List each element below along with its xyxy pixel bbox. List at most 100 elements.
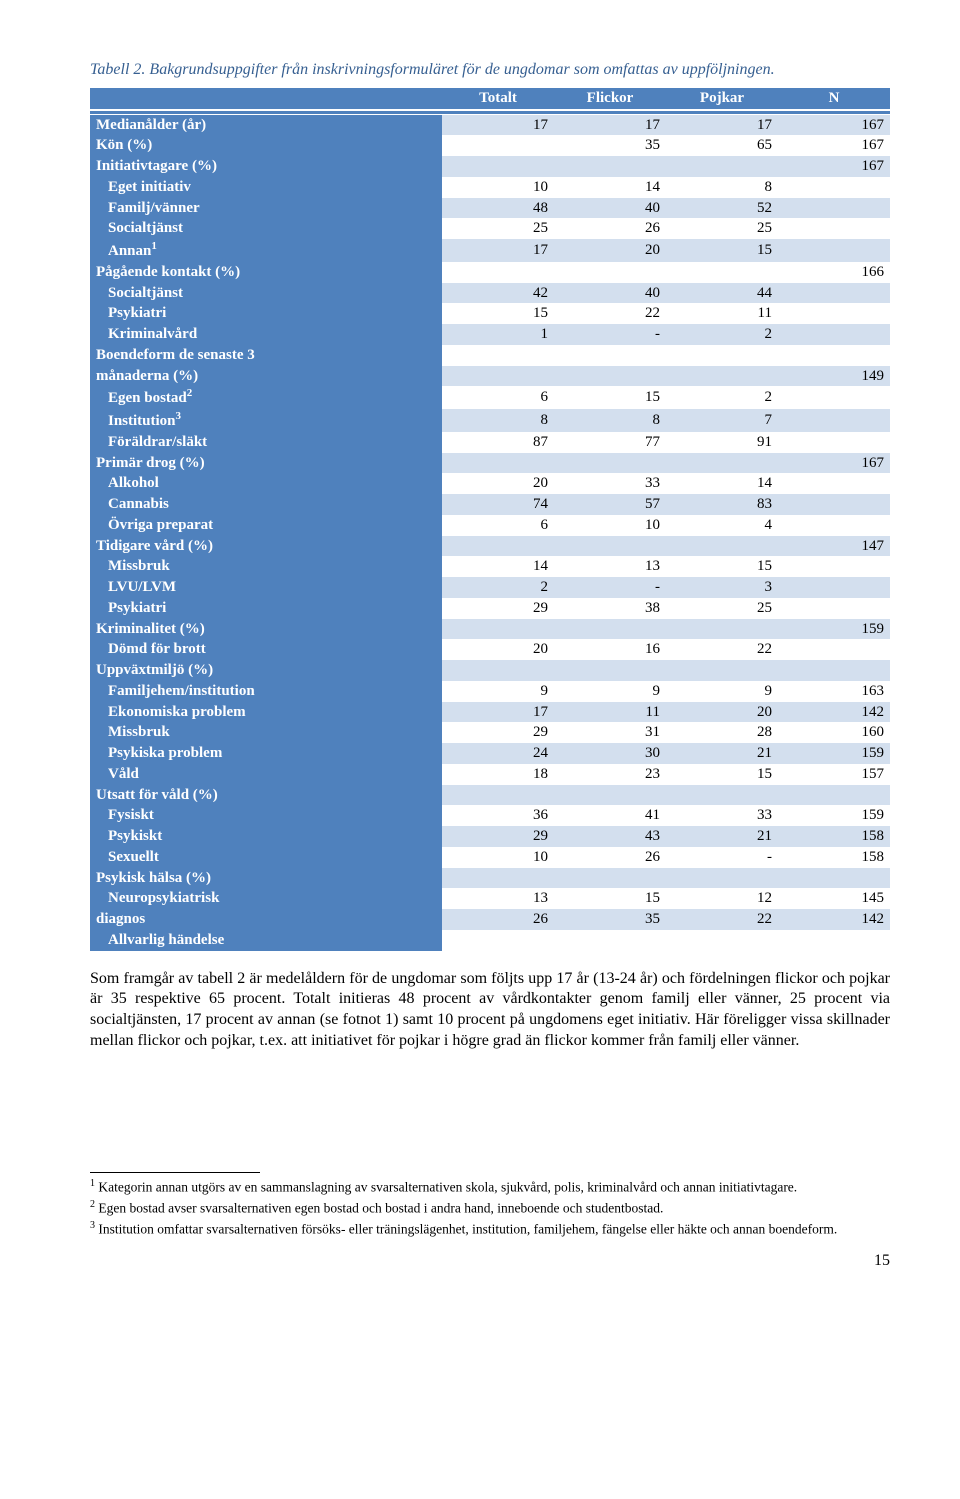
- row-label: Utsatt för våld (%): [90, 785, 442, 806]
- row-label: Psykiskt: [90, 826, 442, 847]
- table-row: Cannabis745783: [90, 494, 890, 515]
- cell: [554, 868, 666, 889]
- cell: [778, 660, 890, 681]
- table-caption: Tabell 2. Bakgrundsuppgifter från inskri…: [90, 60, 890, 81]
- table-row: Medianålder (år)171717167: [90, 114, 890, 135]
- cell: [442, 619, 554, 640]
- cell: 74: [442, 494, 554, 515]
- row-label: Psykisk hälsa (%): [90, 868, 442, 889]
- cell: 167: [778, 114, 890, 135]
- cell: 22: [666, 639, 778, 660]
- cell: 29: [442, 722, 554, 743]
- table-row: Familjehem/institution999163: [90, 681, 890, 702]
- row-label: Annan1: [90, 239, 442, 262]
- cell: 20: [442, 639, 554, 660]
- cell: 12: [666, 888, 778, 909]
- cell: 142: [778, 909, 890, 930]
- table-row: Uppväxtmiljö (%): [90, 660, 890, 681]
- data-table: Totalt Flickor Pojkar N Medianålder (år)…: [90, 87, 890, 951]
- col-header: Pojkar: [666, 87, 778, 109]
- cell: 8: [554, 409, 666, 432]
- cell: 2: [666, 386, 778, 409]
- cell: 15: [442, 303, 554, 324]
- cell: [666, 930, 778, 951]
- cell: 30: [554, 743, 666, 764]
- table-row: Kriminalitet (%) 159: [90, 619, 890, 640]
- row-label: Boendeform de senaste 3: [90, 345, 442, 366]
- header-blank: [90, 87, 442, 109]
- cell: 15: [554, 386, 666, 409]
- cell: [778, 324, 890, 345]
- table-row: Socialtjänst252625: [90, 218, 890, 239]
- table-row: Psykiska problem243021159: [90, 743, 890, 764]
- table-row: Familj/vänner484052: [90, 198, 890, 219]
- cell: [442, 660, 554, 681]
- cell: [442, 536, 554, 557]
- cell: [442, 930, 554, 951]
- table-row: Psykiskt294321158: [90, 826, 890, 847]
- cell: [778, 515, 890, 536]
- cell: 17: [442, 239, 554, 262]
- cell: 91: [666, 432, 778, 453]
- table-row: Utsatt för våld (%): [90, 785, 890, 806]
- row-label: Socialtjänst: [90, 218, 442, 239]
- cell: 48: [442, 198, 554, 219]
- row-label: Övriga preparat: [90, 515, 442, 536]
- cell: 1: [442, 324, 554, 345]
- cell: 35: [554, 909, 666, 930]
- table-row: Missbruk293128160: [90, 722, 890, 743]
- table-row: Annan1172015: [90, 239, 890, 262]
- table-row: diagnos263522142: [90, 909, 890, 930]
- cell: [778, 198, 890, 219]
- cell: 29: [442, 826, 554, 847]
- table-row: Initiativtagare (%)167: [90, 156, 890, 177]
- cell: 149: [778, 366, 890, 387]
- row-label: Eget initiativ: [90, 177, 442, 198]
- cell: 8: [442, 409, 554, 432]
- row-label: Tidigare vård (%): [90, 536, 442, 557]
- row-label: Föräldrar/släkt: [90, 432, 442, 453]
- cell: [778, 409, 890, 432]
- cell: 33: [666, 805, 778, 826]
- row-label: Ekonomiska problem: [90, 702, 442, 723]
- cell: 25: [666, 598, 778, 619]
- cell: [442, 135, 554, 156]
- cell: [554, 453, 666, 474]
- cell: 8: [666, 177, 778, 198]
- cell: 14: [666, 473, 778, 494]
- table-row: Kön (%)3565167: [90, 135, 890, 156]
- cell: [778, 639, 890, 660]
- table-row: Tidigare vård (%)147: [90, 536, 890, 557]
- cell: 13: [442, 888, 554, 909]
- table-row: Socialtjänst424044: [90, 283, 890, 304]
- cell: 16: [554, 639, 666, 660]
- table-row: Föräldrar/släkt877791: [90, 432, 890, 453]
- cell: [442, 156, 554, 177]
- cell: [442, 453, 554, 474]
- cell: 15: [554, 888, 666, 909]
- row-label: Kön (%): [90, 135, 442, 156]
- row-label: Primär drog (%): [90, 453, 442, 474]
- cell: [442, 366, 554, 387]
- cell: 15: [666, 764, 778, 785]
- cell: 23: [554, 764, 666, 785]
- page-number: 15: [90, 1252, 890, 1270]
- cell: [778, 432, 890, 453]
- cell: 57: [554, 494, 666, 515]
- cell: 15: [666, 556, 778, 577]
- row-label: Alkohol: [90, 473, 442, 494]
- cell: 41: [554, 805, 666, 826]
- cell: [778, 386, 890, 409]
- cell: 20: [554, 239, 666, 262]
- body-paragraph: Som framgår av tabell 2 är medelåldern f…: [90, 969, 890, 1052]
- cell: 159: [778, 619, 890, 640]
- footnotes: 1 Kategorin annan utgörs av en sammansla…: [90, 1172, 890, 1238]
- cell: 13: [554, 556, 666, 577]
- cell: 7: [666, 409, 778, 432]
- row-label: Kriminalitet (%): [90, 619, 442, 640]
- col-header: N: [778, 87, 890, 109]
- cell: [554, 262, 666, 283]
- cell: 18: [442, 764, 554, 785]
- cell: [442, 345, 554, 366]
- cell: [666, 345, 778, 366]
